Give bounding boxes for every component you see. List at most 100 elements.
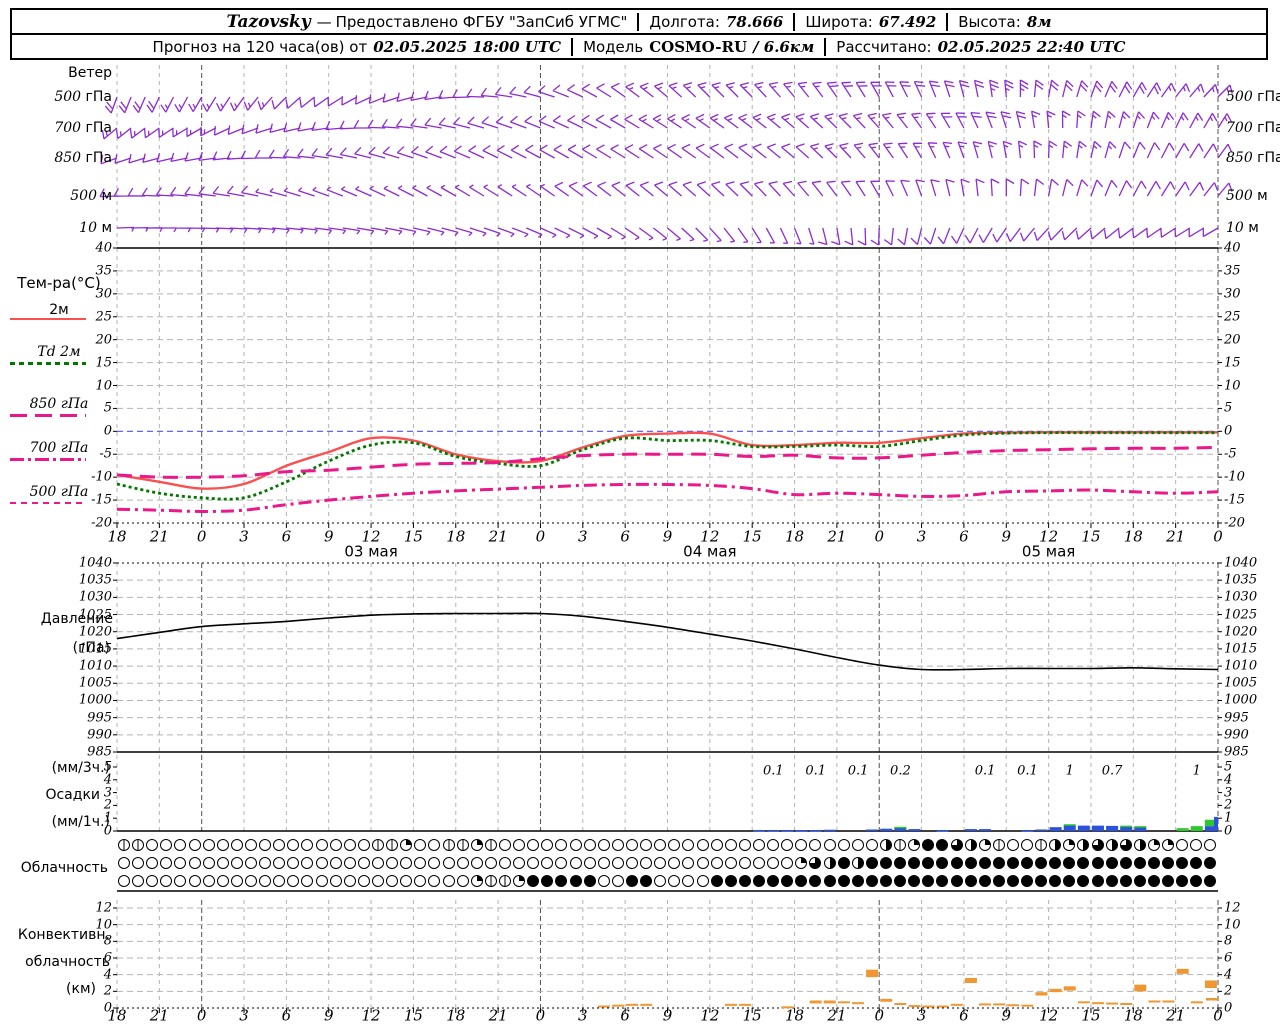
cloud-cover-symbol <box>442 839 455 851</box>
cloud-cover-symbol <box>597 839 610 851</box>
hour-tick-label-bottom: 12 <box>1039 1006 1059 1024</box>
cloud-cover-symbol <box>174 857 187 869</box>
cloud-cover-symbol <box>569 857 582 869</box>
legend-label-850: 850 гПа <box>29 396 89 412</box>
cloud-cover-symbol <box>851 857 864 869</box>
hour-tick-label-bottom: 6 <box>281 1006 292 1024</box>
cloud-cover-symbol <box>414 875 427 887</box>
cloud-cover-symbol <box>357 839 370 851</box>
hour-tick-label: 0 <box>196 527 207 546</box>
cloud-cover-symbol <box>1133 839 1146 851</box>
pressure-y-label: 995 <box>87 710 112 726</box>
cloud-cover-symbol <box>724 875 737 887</box>
header-separator <box>637 12 640 31</box>
cloud-cover-symbol <box>1021 839 1034 851</box>
pressure-y-label: 1030 <box>78 589 112 605</box>
cloud-cover-symbol <box>470 857 483 869</box>
cloud-cover-symbol <box>837 875 850 887</box>
temp-y-label: 40 <box>95 240 112 256</box>
cloud-cover-symbol <box>583 857 596 869</box>
cloud-cover-symbol <box>1119 857 1132 869</box>
convective-y-label: 8 <box>103 933 112 949</box>
cloud-cover-symbol <box>809 839 822 851</box>
pressure-y-label: 990 <box>87 727 112 743</box>
cloud-cover-symbol <box>414 839 427 851</box>
temp-y-label: 25 <box>95 309 112 325</box>
cloud-cover-symbol <box>428 839 441 851</box>
convective-label-1: Конвективн. <box>17 927 110 943</box>
hour-tick-label-bottom: 6 <box>620 1006 630 1024</box>
cloud-cover-symbol <box>851 839 864 851</box>
cloud-cover-symbol <box>640 875 653 887</box>
header: Tazovsky — Предоставлено ФГБУ "ЗапСиб УГ… <box>10 8 1268 60</box>
cloud-cover-symbol <box>1176 857 1189 869</box>
temp-y-label: 0 <box>103 423 112 439</box>
precip-y-label: 0 <box>103 823 112 839</box>
temp-y-label-right: 5 <box>1224 400 1233 416</box>
altitude-label: Высота: <box>958 12 1021 31</box>
cloud-cover-symbol <box>1133 857 1146 869</box>
precip-amount-label: 1 <box>1192 763 1201 779</box>
temp-y-label-right: 10 <box>1224 378 1241 393</box>
cloud-cover-symbol <box>1006 857 1019 869</box>
cloud-cover-symbol <box>484 839 497 851</box>
cloud-cover-symbol <box>1204 839 1217 851</box>
cloud-cover-symbol <box>386 857 399 869</box>
cloud-cover-symbol <box>230 839 243 851</box>
cloud-cover-symbol <box>245 875 258 887</box>
cloud-cover-symbol <box>456 875 469 887</box>
cloud-cover-symbol <box>174 839 187 851</box>
cloud-cover-symbol <box>781 857 794 869</box>
hour-tick-label-bottom: 21 <box>827 1006 847 1024</box>
pressure-y-label-right: 990 <box>1224 727 1249 743</box>
legend-label-700: 700 гПа <box>29 440 89 456</box>
cloud-cover-symbol <box>1049 839 1062 851</box>
precip-amount-label: 0.1 <box>805 763 827 779</box>
temp-y-label: -20 <box>91 515 112 531</box>
cloud-cover-symbol <box>174 875 187 887</box>
cloud-cover-symbol <box>654 839 667 851</box>
cloud-cover-symbol <box>668 857 681 869</box>
cloud-cover-symbol <box>851 875 864 887</box>
cloud-cover-symbol <box>456 839 469 851</box>
precip-y-label-right: 0 <box>1224 823 1233 839</box>
hour-tick-label: 15 <box>1081 527 1101 546</box>
temp-y-label-right: 15 <box>1224 355 1241 371</box>
cloud-cover-symbol <box>1091 875 1104 887</box>
legend-line-t2m <box>10 318 86 320</box>
wind-level-label-left: 500 гПа <box>54 89 112 105</box>
cloud-cover-symbol <box>202 875 215 887</box>
legend-label-t2m: 2м <box>49 302 69 318</box>
hour-tick-label: 6 <box>959 527 969 546</box>
precip-y-label: 2 <box>103 797 112 813</box>
cloud-cover-symbol <box>837 857 850 869</box>
cloud-cover-symbol <box>992 875 1005 887</box>
temp-y-label: 5 <box>103 400 112 416</box>
cloud-cover-symbol <box>513 839 526 851</box>
hour-tick-label: 18 <box>1123 527 1143 546</box>
hour-tick-label: 9 <box>323 527 334 546</box>
cloud-cover-symbol <box>301 839 314 851</box>
convective-y-label-right: 0 <box>1224 1000 1233 1016</box>
cloud-cover-symbol <box>1021 875 1034 887</box>
precip-y-label: 1 <box>103 810 112 826</box>
cloud-cover-symbol <box>1091 839 1104 851</box>
hour-tick-label-bottom: 3 <box>916 1006 927 1024</box>
pressure-y-label-right: 1010 <box>1224 658 1258 674</box>
precip-label-2: Осадки <box>45 787 100 803</box>
hour-tick-label-bottom: 18 <box>446 1006 466 1024</box>
cloud-cover-symbol <box>329 875 342 887</box>
cloud-cover-symbol <box>513 875 526 887</box>
cloud-cover-symbol <box>1190 875 1203 887</box>
cloud-cover-symbol <box>357 857 370 869</box>
cloud-cover-symbol <box>922 839 935 851</box>
cloud-cover-symbol <box>752 875 765 887</box>
cloud-cover-symbol <box>1148 857 1161 869</box>
cloud-cover-symbol <box>936 839 949 851</box>
cloud-cover-symbol <box>273 875 286 887</box>
cloud-cover-symbol <box>992 857 1005 869</box>
forecast-prefix: Прогноз на 120 часа(ов) от <box>152 37 368 56</box>
cloud-cover-symbol <box>625 857 638 869</box>
cloud-cover-symbol <box>879 875 892 887</box>
